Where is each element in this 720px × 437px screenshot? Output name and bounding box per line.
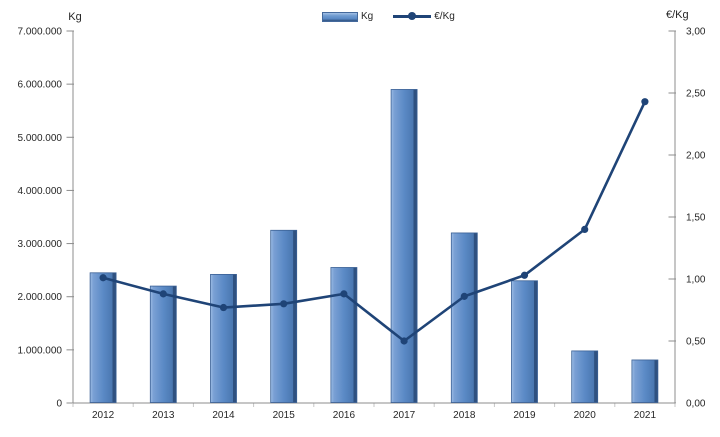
line-marker-2014	[219, 303, 228, 312]
left-axis-tick-label: 3.000.000	[18, 239, 63, 250]
bar-2016	[330, 267, 358, 403]
line-marker-2020	[581, 225, 589, 233]
line-marker-2016	[340, 290, 348, 298]
bar-2021	[631, 359, 659, 403]
x-axis-label: 2019	[513, 410, 536, 421]
bar-series-swatch-icon	[322, 11, 358, 22]
eur-per-kg-line	[101, 100, 647, 343]
bar-2019	[511, 280, 538, 403]
bar-2013	[149, 285, 177, 403]
line-marker-2017	[400, 337, 408, 345]
bar-2015	[270, 229, 298, 403]
bar-2014	[210, 273, 237, 403]
legend-item-kg: Kg	[322, 11, 373, 22]
left-axis-tick-label: 7.000.000	[18, 27, 63, 38]
right-axis-tick-label: 1,50	[686, 213, 706, 224]
left-axis-tick-label: 1.000.000	[18, 345, 63, 356]
x-axis-label: 2020	[574, 410, 597, 421]
line-marker-2015	[280, 300, 288, 308]
x-axis-label: 2015	[273, 410, 296, 421]
legend: Kg €/Kg	[322, 11, 455, 22]
right-axis-tick-label: 0,50	[686, 337, 706, 348]
bar-2017	[390, 89, 418, 403]
x-axis-label: 2012	[92, 410, 115, 421]
x-axis-label: 2018	[453, 410, 476, 421]
right-axis-tick-label: 3,00	[686, 27, 706, 38]
right-axis-tick-label: 2,50	[686, 89, 706, 100]
x-axis-label: 2013	[152, 410, 175, 421]
line-marker-2021	[641, 98, 649, 106]
left-axis-tick-label: 6.000.000	[18, 80, 63, 91]
bar-2020	[571, 350, 599, 403]
left-axis-tick-label: 5.000.000	[18, 133, 63, 144]
line-marker-2012	[99, 274, 107, 282]
line-series-swatch-icon	[393, 12, 432, 21]
line-marker-2019	[520, 271, 529, 279]
right-axis-tick-label: 1,00	[686, 275, 706, 286]
legend-label-eur-kg: €/Kg	[434, 11, 455, 22]
legend-label-kg: Kg	[361, 11, 374, 22]
x-axis-label: 2017	[393, 410, 416, 421]
left-axis-tick-label: 0	[56, 399, 62, 410]
line-marker-2013	[159, 290, 167, 298]
bar-2012	[89, 272, 117, 403]
x-axis-label: 2016	[333, 410, 356, 421]
line-marker-2018	[460, 292, 468, 300]
bar-2018	[450, 232, 478, 403]
right-axis-title: €/Kg	[666, 9, 689, 21]
left-axis-tick-label: 2.000.000	[18, 292, 63, 303]
right-axis-tick-label: 2,00	[686, 151, 706, 162]
x-axis-label: 2014	[212, 410, 235, 421]
x-axis-label: 2021	[634, 410, 657, 421]
left-axis-title: Kg	[68, 11, 82, 23]
legend-item-eur-kg: €/Kg	[393, 11, 455, 22]
right-axis-tick-label: 0,00	[686, 399, 706, 410]
left-axis-tick-label: 4.000.000	[18, 186, 63, 197]
